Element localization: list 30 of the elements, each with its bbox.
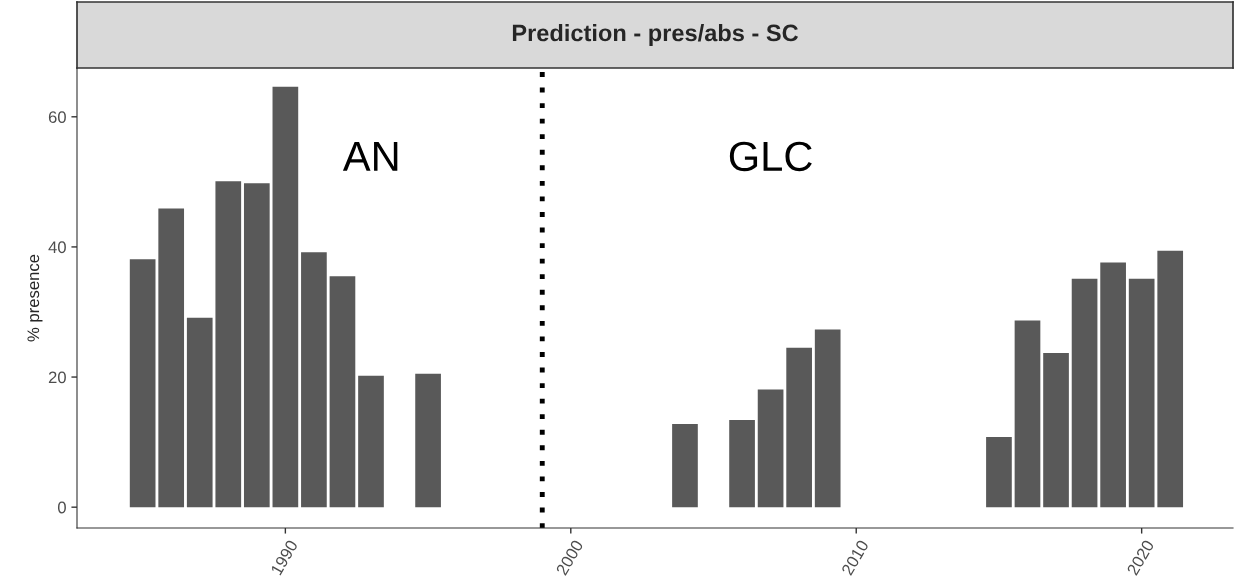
bar: [329, 276, 356, 508]
bar: [415, 373, 441, 508]
bar: [1043, 352, 1069, 508]
bar: [1128, 278, 1155, 508]
bar: [986, 436, 1012, 508]
bar: [1100, 262, 1126, 508]
bar: [215, 181, 242, 508]
annotation: GLC: [729, 141, 812, 172]
bar: [243, 183, 270, 508]
bar: [757, 389, 784, 508]
bar: [158, 208, 185, 508]
y-tick-label: 60: [48, 111, 66, 123]
bar: [272, 86, 299, 508]
bar: [358, 375, 384, 508]
bar: [786, 347, 812, 508]
chart-title: Prediction - pres/abs - SC: [512, 24, 799, 46]
y-tick-label: 40: [48, 241, 66, 254]
y-tick-label: 0: [57, 501, 66, 514]
bar: [814, 329, 841, 508]
bar: [1157, 250, 1184, 508]
annotation: AN: [342, 142, 398, 171]
bar: [1071, 278, 1098, 508]
bar: [1014, 320, 1041, 508]
bar: [301, 252, 327, 508]
y-tick-label: 20: [48, 371, 66, 384]
y-axis-title: % presence: [27, 254, 43, 342]
bar: [186, 317, 213, 508]
bar: [729, 419, 755, 508]
bar: [129, 259, 156, 508]
bar: [672, 423, 698, 508]
